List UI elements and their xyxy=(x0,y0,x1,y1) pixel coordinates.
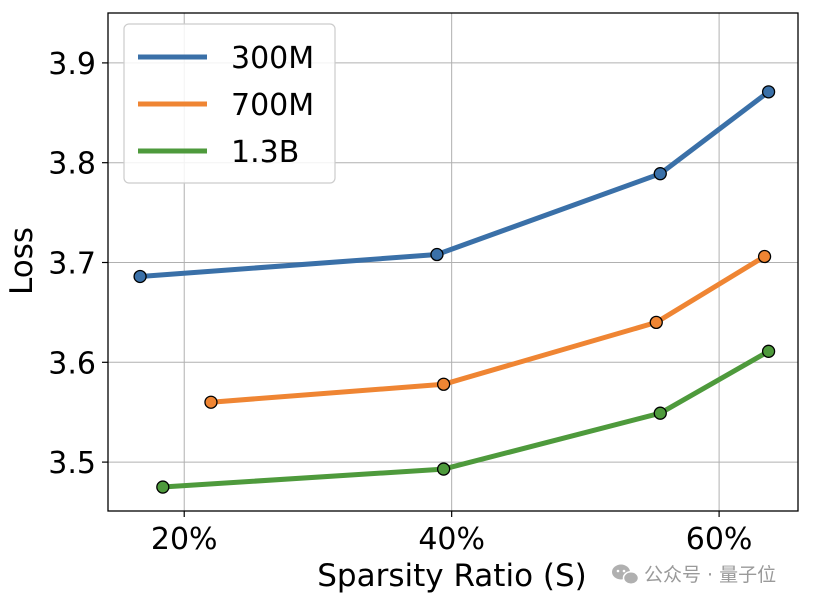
series-line xyxy=(208,254,768,405)
data-point xyxy=(653,406,667,420)
data-point xyxy=(649,315,663,330)
y-axis-label: Loss xyxy=(4,227,40,295)
watermark: 公众号 · 量子位 xyxy=(612,564,776,586)
watermark-text: 公众号 · 量子位 xyxy=(644,564,776,586)
wechat-icon xyxy=(612,564,640,585)
data-point xyxy=(761,344,776,358)
data-point xyxy=(204,395,218,409)
legend-label: 700M xyxy=(231,88,314,123)
data-point xyxy=(430,247,444,262)
legend-label: 300M xyxy=(231,41,314,76)
y-tick-label: 3.9 xyxy=(48,47,96,82)
x-tick-label: 60% xyxy=(686,522,753,557)
legend-box xyxy=(123,23,336,184)
y-tick-label: 3.5 xyxy=(48,446,96,481)
series-lines xyxy=(133,85,776,494)
y-tick-label: 3.6 xyxy=(48,346,96,381)
data-point xyxy=(653,167,667,181)
data-point xyxy=(757,249,772,264)
data-point xyxy=(436,462,451,476)
series-300M xyxy=(133,85,776,284)
series-line xyxy=(160,348,772,490)
y-tick-label: 3.7 xyxy=(48,246,96,281)
series-700M xyxy=(204,249,772,409)
data-point xyxy=(133,269,147,284)
x-tick-label: 40% xyxy=(418,522,485,557)
legend: 300M 700M 1.3B xyxy=(123,23,336,184)
data-point xyxy=(156,480,170,494)
series-1.3B xyxy=(156,344,776,494)
axis-ticks: 20% 40% 60% 3.5 3.6 3.7 3.8 3.9 xyxy=(48,47,752,557)
y-tick-label: 3.8 xyxy=(48,147,96,182)
data-point xyxy=(761,85,776,99)
series-line xyxy=(137,89,772,279)
legend-label: 1.3B xyxy=(231,135,299,170)
data-point xyxy=(436,377,451,391)
x-tick-label: 20% xyxy=(151,522,218,557)
x-axis-label: Sparsity Ratio (S) xyxy=(317,558,587,594)
